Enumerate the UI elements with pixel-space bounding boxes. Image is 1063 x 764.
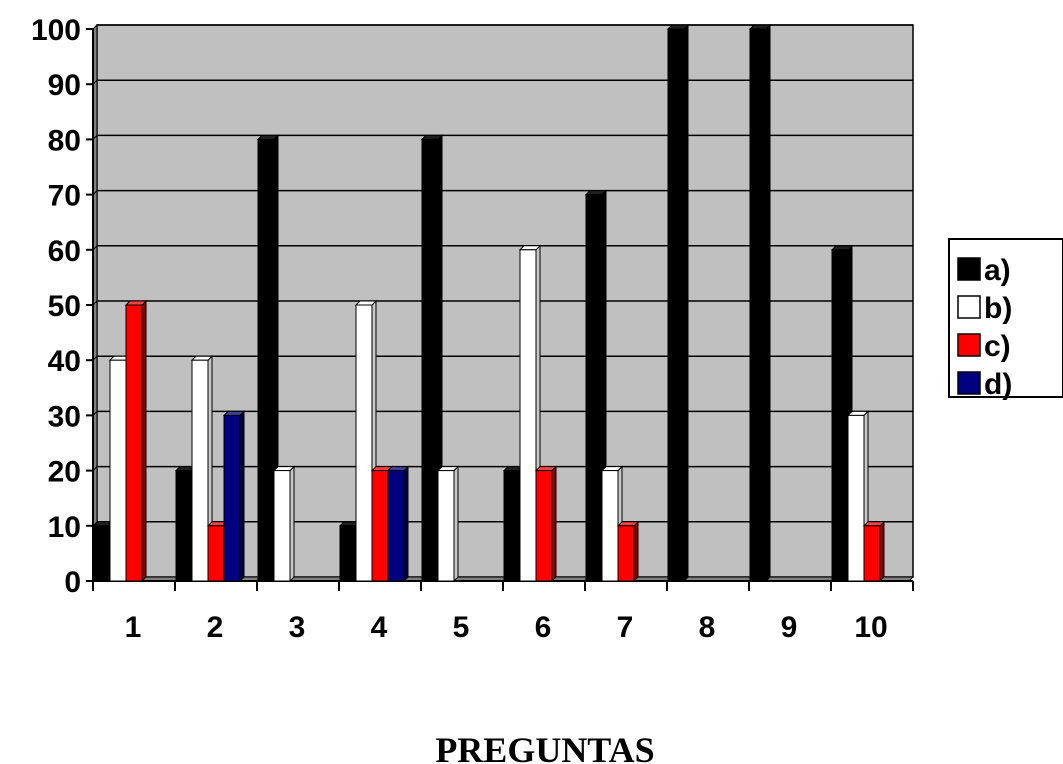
y-tick-label: 80 (48, 124, 81, 157)
bar-d-4 (386, 465, 410, 583)
x-tick-label: 7 (617, 611, 634, 644)
legend-label: c) (984, 330, 1011, 363)
legend-item-d: d) (957, 368, 1012, 401)
legend-label: d) (984, 368, 1012, 401)
y-tick-labels: 0 10 20 30 40 50 60 70 80 90 100 (31, 14, 81, 599)
y-tick-label: 0 (64, 566, 81, 599)
legend-swatch (957, 295, 981, 319)
legend-swatch (957, 257, 981, 281)
bar-c-1 (124, 299, 148, 583)
x-tick-label: 5 (453, 611, 470, 644)
x-tick-label: 8 (699, 611, 716, 644)
bar-c-7 (616, 520, 640, 583)
x-axis-title: PREGUNTAS (435, 730, 654, 764)
legend-label: a) (984, 254, 1011, 287)
y-tick-label: 20 (48, 456, 81, 489)
bar-c-10 (862, 520, 886, 583)
legend-item-b: b) (957, 292, 1012, 325)
legend-swatch (957, 333, 981, 357)
bar-a-9 (748, 23, 772, 583)
y-tick-label: 30 (48, 400, 81, 433)
x-tick-label: 10 (854, 611, 887, 644)
x-tick-label: 2 (207, 611, 224, 644)
legend-swatch (957, 371, 981, 395)
y-tick-label: 40 (48, 345, 81, 378)
x-tick-label: 6 (535, 611, 552, 644)
bar-b-5 (436, 465, 460, 583)
plot-area (91, 23, 915, 583)
y-tick-label: 60 (48, 235, 81, 268)
x-tick-labels: 1 2 3 4 5 6 7 8 9 10 (125, 611, 888, 644)
bar-c-6 (534, 465, 558, 583)
x-tick-label: 3 (289, 611, 306, 644)
y-tick-label: 90 (48, 69, 81, 102)
bars (92, 23, 886, 583)
legend-item-a: a) (957, 254, 1011, 287)
y-tick-label: 10 (48, 511, 81, 544)
y-tick-label: 100 (31, 14, 81, 47)
y-tick-label: 50 (48, 290, 81, 323)
bar-a-8 (666, 23, 690, 583)
y-tick-label: 70 (48, 180, 81, 213)
x-tick-label: 4 (371, 611, 388, 644)
legend: a) b) c) d) (948, 238, 1063, 401)
bar-d-2 (222, 410, 246, 583)
legend-item-c: c) (957, 330, 1011, 363)
x-tick-label: 1 (125, 611, 142, 644)
bar-b-3 (272, 465, 296, 583)
x-tick-label: 9 (781, 611, 798, 644)
gridline-side (92, 24, 98, 30)
legend-label: b) (984, 292, 1012, 325)
